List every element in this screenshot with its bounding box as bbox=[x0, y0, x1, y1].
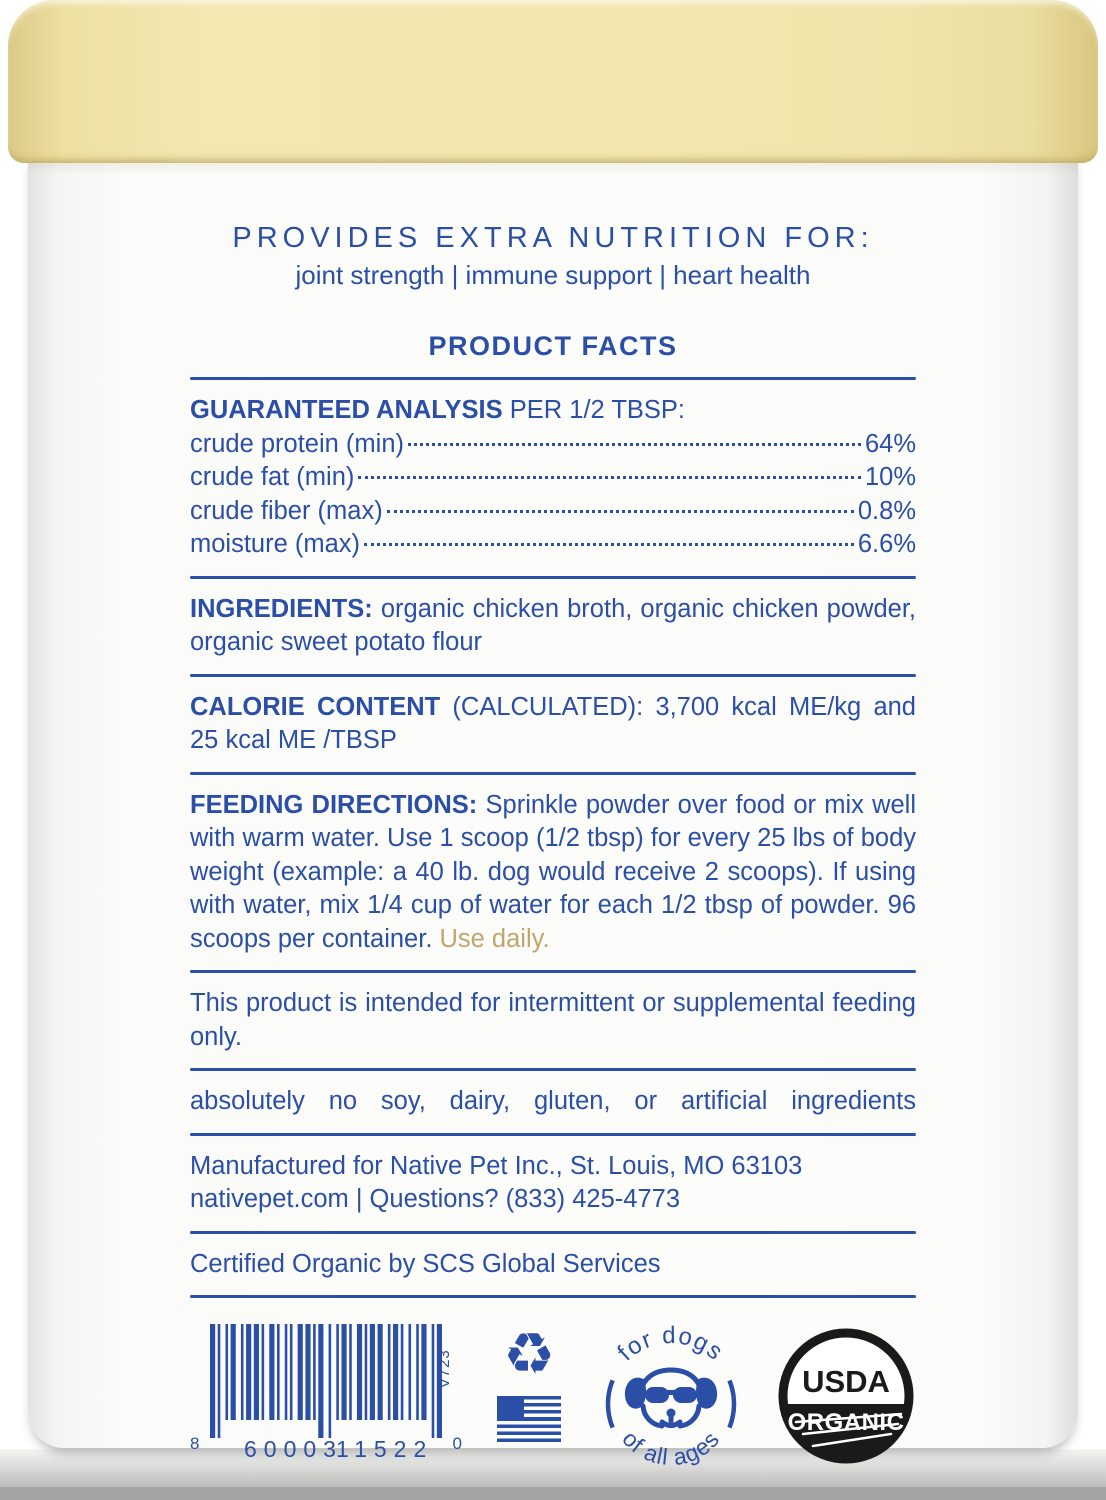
usda-organic-seal: USDA ORGANIC bbox=[778, 1328, 914, 1464]
usda-seal-top-text: USDA bbox=[802, 1364, 890, 1399]
divider bbox=[190, 377, 916, 380]
divider bbox=[190, 771, 916, 775]
feeding-directions-text: Sprinkle powder over food or mix well wi… bbox=[190, 790, 916, 953]
dog-badge-icon: for dogs of all ages bbox=[605, 1322, 737, 1471]
divider bbox=[190, 1295, 916, 1298]
footer-icons-row: 8 60003 11522 0 V723 ♻ bbox=[190, 1322, 916, 1480]
product-facts-label: PROVIDES EXTRA NUTRITION FOR: joint stre… bbox=[190, 150, 916, 1480]
analysis-label: crude fiber (max) bbox=[190, 496, 383, 525]
ingredients-paragraph: INGREDIENTS: organic chicken broth, orga… bbox=[190, 593, 916, 660]
feeding-directions-paragraph: FEEDING DIRECTIONS: Sprinkle powder over… bbox=[190, 789, 916, 957]
guaranteed-analysis-table: crude protein (min) 64% crude fat (min) … bbox=[190, 428, 916, 562]
barcode: 8 60003 11522 0 V723 bbox=[190, 1322, 462, 1472]
guaranteed-analysis-title-rest: PER 1/2 TBSP: bbox=[502, 396, 686, 424]
dot-leader bbox=[386, 509, 854, 513]
container-lid bbox=[8, 0, 1098, 163]
svg-text:for dogs: for dogs bbox=[612, 1322, 729, 1366]
guaranteed-analysis-title: GUARANTEED ANALYSIS PER 1/2 TBSP: bbox=[190, 394, 916, 428]
manufacturer-line2: nativepet.com | Questions? (833) 425-477… bbox=[190, 1185, 681, 1213]
analysis-value: 10% bbox=[864, 463, 916, 491]
divider bbox=[190, 575, 916, 579]
usda-seal-bottom-text: ORGANIC bbox=[788, 1409, 905, 1436]
badge-text-top: for dogs bbox=[612, 1322, 727, 1366]
floor-strip bbox=[0, 1487, 1106, 1500]
manufacturer-line1: Manufactured for Native Pet Inc., St. Lo… bbox=[190, 1151, 803, 1180]
provides-title: PROVIDES EXTRA NUTRITION FOR: bbox=[232, 222, 874, 254]
floor-shadow bbox=[0, 1449, 1106, 1487]
barcode-bars bbox=[210, 1324, 442, 1438]
analysis-label: moisture (max) bbox=[190, 530, 361, 558]
badge-text-bottom: of all ages bbox=[617, 1426, 723, 1471]
barcode-digit-left: 8 bbox=[190, 1433, 200, 1453]
dot-leader bbox=[358, 476, 861, 479]
dot-leader bbox=[364, 543, 854, 546]
analysis-row: crude protein (min) 64% bbox=[190, 428, 916, 462]
eco-icons: ♻ bbox=[492, 1322, 566, 1442]
divider bbox=[190, 970, 916, 973]
calorie-text: (CALCULATED): 3,700 kcal ME/kg and 25 kc… bbox=[190, 692, 916, 755]
barcode-version-code: V723 bbox=[435, 1349, 453, 1389]
analysis-row: crude fat (min) 10% bbox=[190, 461, 916, 495]
dot-leader bbox=[408, 442, 861, 446]
analysis-label: crude protein (min) bbox=[190, 429, 404, 458]
svg-text:of all ages: of all ages bbox=[617, 1426, 724, 1471]
calorie-paragraph: CALORIE CONTENT (CALCULATED): 3,700 kcal… bbox=[190, 691, 916, 758]
no-claims-statement: absolutely no soy, dairy, gluten, or art… bbox=[190, 1087, 916, 1115]
recycle-icon: ♻ bbox=[503, 1322, 555, 1387]
flag-canton bbox=[497, 1396, 524, 1421]
provides-subtitle: joint strength | immune support | heart … bbox=[295, 260, 811, 290]
analysis-row: moisture (max) 6.6% bbox=[190, 528, 916, 562]
feeding-directions-label: FEEDING DIRECTIONS: bbox=[190, 790, 478, 819]
intermittent-statement: This product is intended for intermitten… bbox=[190, 989, 916, 1051]
divider bbox=[190, 1230, 916, 1234]
divider bbox=[190, 1132, 916, 1136]
analysis-row: crude fiber (max) 0.8% bbox=[190, 495, 916, 529]
ingredients-text: organic chicken broth, organic chicken p… bbox=[190, 594, 916, 657]
analysis-value: 0.8% bbox=[857, 496, 916, 525]
analysis-label: crude fat (min) bbox=[190, 463, 355, 491]
container-body: PROVIDES EXTRA NUTRITION FOR: joint stre… bbox=[28, 150, 1078, 1470]
ingredients-label: INGREDIENTS: bbox=[190, 594, 373, 623]
analysis-value: 6.6% bbox=[857, 530, 916, 558]
product-facts-heading: PRODUCT FACTS bbox=[428, 330, 678, 361]
barcode-digit-group: 60003 bbox=[244, 1435, 343, 1462]
barcode-digit-right: 0 bbox=[452, 1433, 462, 1453]
divider bbox=[190, 1068, 916, 1071]
certification-line: Certified Organic by SCS Global Services bbox=[190, 1249, 661, 1278]
analysis-value: 64% bbox=[864, 429, 916, 458]
barcode-digit-group: 11522 bbox=[336, 1435, 434, 1462]
use-daily-note: Use daily. bbox=[439, 924, 550, 953]
calorie-label: CALORIE CONTENT bbox=[190, 692, 441, 721]
guaranteed-analysis-title-bold: GUARANTEED ANALYSIS bbox=[190, 396, 503, 424]
divider bbox=[190, 673, 916, 677]
usa-flag-icon bbox=[497, 1396, 561, 1442]
